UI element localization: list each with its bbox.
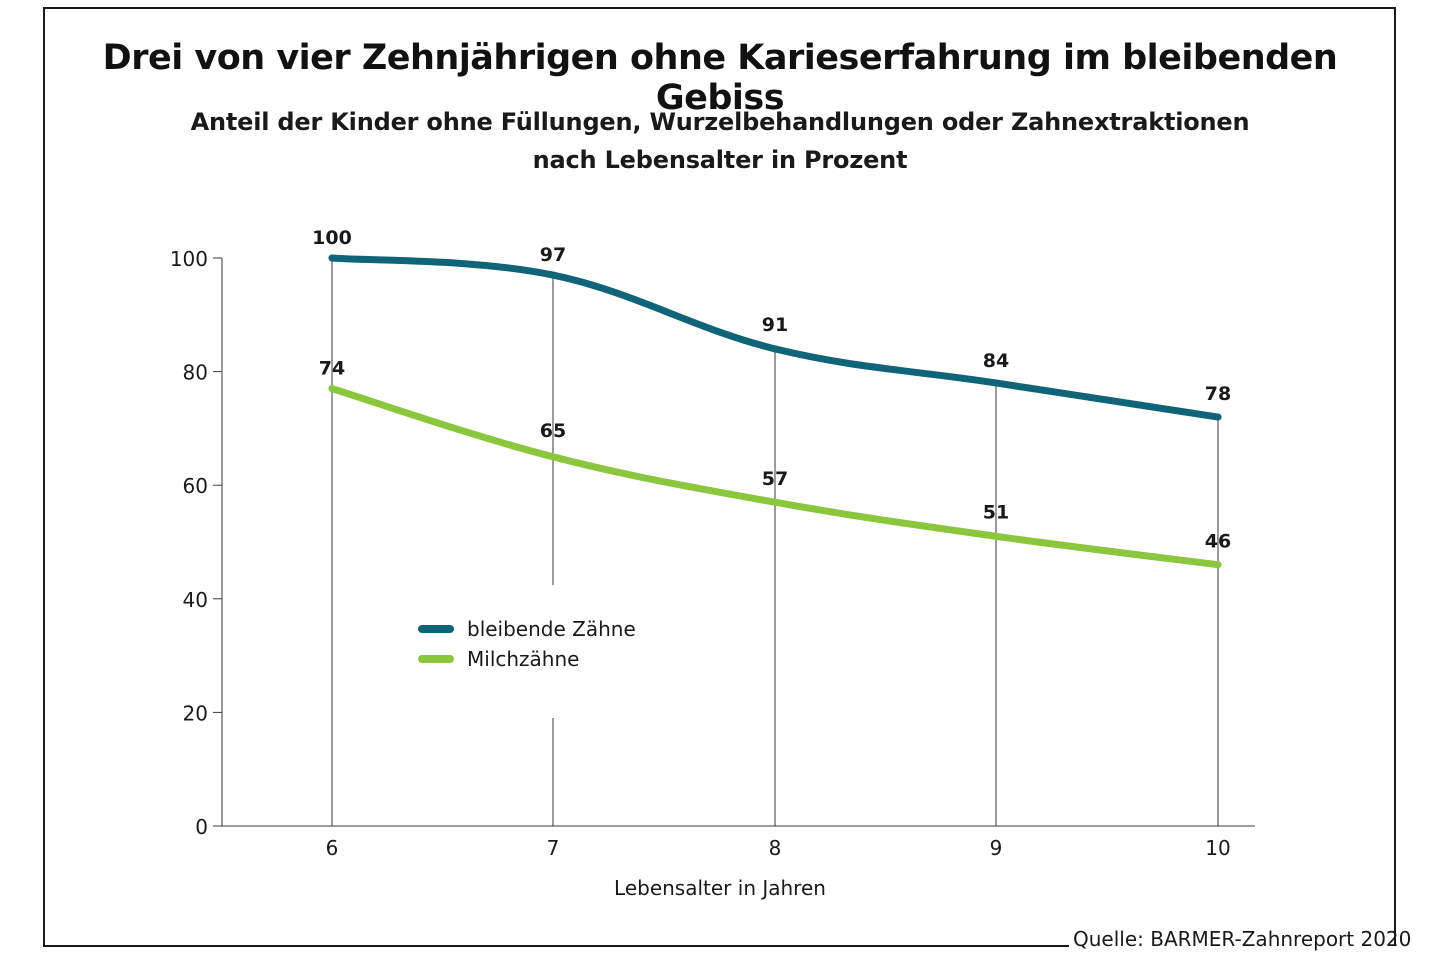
chart-subtitle-line-1: Anteil der Kinder ohne Füllungen, Wurzel… — [190, 108, 1250, 136]
y-tick-label-40: 40 — [183, 588, 208, 612]
series-1-point-9 — [992, 532, 1000, 540]
x-tick-label-7: 7 — [547, 836, 560, 860]
y-tick-label-80: 80 — [183, 361, 208, 385]
legend-label-bleibende: bleibende Zähne — [467, 617, 636, 641]
y-tick-label-60: 60 — [183, 474, 208, 498]
series-1-point-10 — [1214, 561, 1222, 569]
legend-swatch-milch — [418, 655, 454, 663]
chart-title: Drei von vier Zehnjährigen ohne Karieser… — [102, 38, 1338, 118]
y-tick-label-20: 20 — [183, 701, 208, 725]
data-label-series-1-x-8: 57 — [762, 468, 788, 490]
series-1-point-7 — [549, 453, 557, 461]
x-tick-label-8: 8 — [769, 836, 782, 860]
frame-bottom-line — [43, 945, 1069, 947]
data-label-series-0-x-7: 97 — [540, 244, 566, 266]
data-label-series-0-x-6: 100 — [312, 227, 352, 249]
chart-subtitle-line-2: nach Lebensalter in Prozent — [532, 146, 908, 174]
series-0-point-8 — [771, 345, 779, 353]
source-note: Quelle: BARMER-Zahnreport 2020 — [1073, 927, 1412, 951]
x-axis-label: Lebensalter in Jahren — [614, 876, 826, 900]
data-label-series-1-x-7: 65 — [540, 420, 566, 442]
legend-item-bleibende: bleibende Zähne — [418, 614, 636, 644]
data-label-series-1-x-6: 74 — [319, 358, 345, 380]
series-0-point-10 — [1214, 413, 1222, 421]
x-tick-label-6: 6 — [326, 836, 339, 860]
y-tick-label-100: 100 — [170, 247, 208, 271]
series-0-point-7 — [549, 271, 557, 279]
data-label-series-1-x-9: 51 — [983, 501, 1009, 523]
legend: bleibende Zähne Milchzähne — [418, 614, 636, 674]
legend-label-milch: Milchzähne — [467, 647, 580, 671]
data-label-series-0-x-10: 78 — [1205, 383, 1231, 405]
x-tick-label-10: 10 — [1205, 836, 1230, 860]
y-tick-label-0: 0 — [195, 815, 208, 839]
legend-item-milch: Milchzähne — [418, 644, 636, 674]
legend-swatch-bleibende — [418, 625, 454, 633]
series-1-point-6 — [328, 385, 336, 393]
data-label-series-0-x-9: 84 — [983, 350, 1009, 372]
chart-frame — [43, 7, 1396, 946]
x-tick-label-9: 9 — [990, 836, 1003, 860]
data-label-series-1-x-10: 46 — [1205, 531, 1231, 553]
series-0-point-9 — [992, 379, 1000, 387]
data-label-series-0-x-8: 91 — [762, 314, 788, 336]
series-0-point-6 — [328, 254, 336, 262]
series-1-point-8 — [771, 498, 779, 506]
